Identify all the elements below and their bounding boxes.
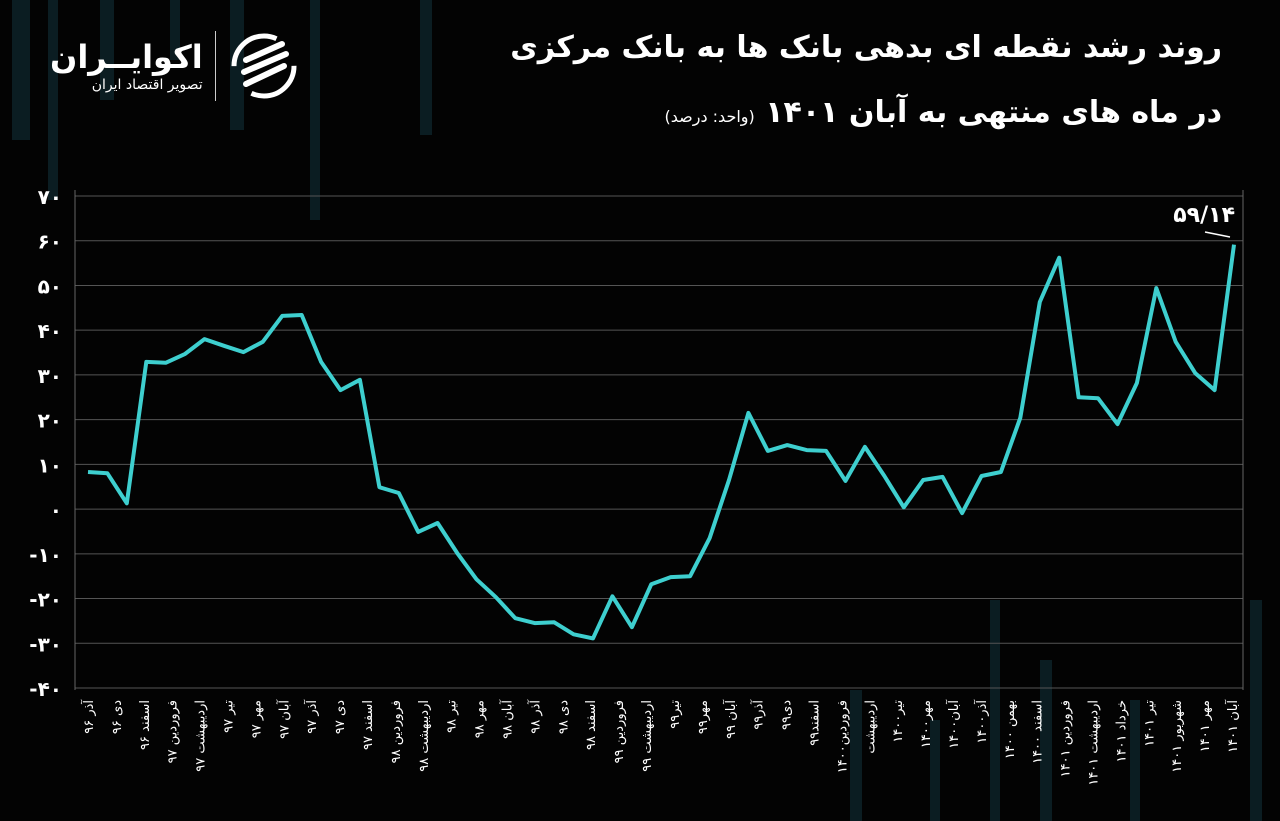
y-tick-label: -۴۰	[29, 677, 62, 701]
y-tick-label: -۱۰	[29, 543, 62, 567]
x-tick-label: تیر۱۴۰۰	[891, 700, 906, 743]
logo-name: اکوایــران	[50, 38, 203, 76]
x-tick-label: آبان ۹۸	[499, 699, 516, 739]
x-tick-label: اردیبهشت ۹۷	[194, 700, 209, 772]
x-tick-label: دی۹۹	[780, 700, 795, 730]
y-tick-label: ۳۰	[38, 364, 62, 388]
x-tick-label: مهر ۹۷	[249, 700, 264, 738]
logo: اکوایــران تصویر اقتصاد ایران	[50, 30, 300, 102]
decor-bar	[310, 0, 320, 220]
decor-bar	[420, 0, 432, 135]
y-tick-label: ۴۰	[38, 319, 62, 343]
decor-bar	[170, 0, 180, 60]
y-tick-label: ۷۰	[38, 185, 62, 209]
x-tick-label: شهریور ۱۴۰۱	[1170, 700, 1185, 773]
x-tick-label: تیر ۹۸	[445, 700, 460, 733]
x-tick-label: آذر ۹۷	[303, 699, 320, 734]
chart-subtitle: در ماه های منتهی به آبان ۱۴۰۱ (واحد: درص…	[664, 95, 1222, 130]
grid-lines	[75, 195, 1243, 689]
logo-tagline: تصویر اقتصاد ایران	[91, 77, 203, 93]
x-tick-label: اسفند ۱۴۰۰	[1031, 700, 1046, 764]
logo-divider	[214, 31, 216, 101]
annotation-leader	[1204, 231, 1231, 238]
unit-label: (واحد: درصد)	[664, 107, 755, 126]
x-tick-label: تیر۹۹	[668, 700, 683, 729]
x-tick-label: آبان ۱۴۰۱	[1224, 699, 1241, 753]
x-tick-label: دی ۹۷	[333, 700, 348, 734]
x-tick-label: خرداد ۱۴۰۱	[1114, 700, 1129, 762]
x-tick-label: دی ۹۶	[110, 700, 125, 734]
x-tick-label: فروردین ۹۷	[166, 700, 181, 763]
y-tick-label: ۱۰	[38, 453, 62, 477]
decor-bar	[1130, 700, 1140, 821]
decor-bar	[48, 0, 58, 200]
x-tick-label: تیر ۹۷	[222, 700, 237, 733]
decor-bar	[850, 690, 862, 821]
y-tick-label: -۳۰	[29, 632, 62, 656]
x-tick-label: آذر۹۹	[750, 699, 767, 730]
chart-title: روند رشد نقطه ای بدهی بانک ها به بانک مر…	[510, 30, 1222, 65]
y-tick-label: ۵۰	[38, 274, 62, 298]
decor-bar	[230, 0, 244, 130]
decor-bar	[1040, 660, 1052, 821]
x-tick-label: تیر ۱۴۰۱	[1142, 700, 1157, 747]
decor-bar	[990, 600, 1000, 821]
x-tick-label: مهر ۱۴۰۱	[1198, 700, 1213, 752]
x-tick-label: مهر۹۹	[696, 700, 711, 734]
x-tick-label: اردیبهشت	[863, 700, 878, 754]
y-tick-label: ۲۰	[38, 409, 62, 433]
x-tick-label: آبان۱۴۰۰	[945, 699, 962, 749]
x-tick-label: آذر۱۴۰۰	[973, 699, 990, 744]
x-tick-label: فروردین۱۴۰۰	[835, 700, 850, 773]
x-tick-label: اسفند ۹۷	[361, 700, 376, 750]
background-decoration	[12, 0, 1262, 821]
data-points	[87, 244, 1235, 639]
x-tick-label: اردیبهشت ۱۴۰۱	[1086, 700, 1101, 786]
decor-bar	[1250, 600, 1262, 821]
x-tick-label: آبان ۹۷	[275, 699, 292, 739]
y-axis-ticks: ۷۰ ۶۰ ۵۰ ۴۰ ۳۰ ۲۰ ۱۰ ۰ -۱۰ -۲۰ -۳۰ -۴۰	[29, 185, 62, 701]
decor-bar	[100, 0, 114, 100]
x-tick-label: اسفند۹۹	[807, 700, 822, 746]
y-tick-label: -۲۰	[29, 588, 62, 612]
y-tick-label: ۰	[50, 498, 62, 522]
series-line	[87, 244, 1236, 641]
x-tick-label: دی ۹۸	[556, 700, 571, 734]
subtitle-text: در ماه های منتهی به آبان ۱۴۰۱	[765, 95, 1222, 130]
decor-bar	[12, 0, 30, 140]
x-axis-ticks: آذر ۹۶ دی ۹۶ اسفند ۹۶ فروردین ۹۷ اردیبهشت ۹۷…	[80, 699, 1241, 786]
x-tick-label: اسفند ۹۶	[138, 700, 153, 750]
y-tick-label: ۶۰	[38, 230, 62, 254]
x-tick-label: فروردین ۹۹	[612, 700, 627, 763]
x-tick-label: بهمن ۱۴۰۰	[1003, 700, 1018, 759]
logo-mark-icon	[231, 33, 297, 99]
x-tick-label: فروردین ۹۸	[389, 700, 404, 763]
x-tick-label: آذر ۹۸	[526, 699, 543, 734]
x-tick-label: مهر۱۴۰۰	[919, 700, 934, 748]
x-tick-label: اردیبهشت ۹۸	[417, 700, 432, 772]
x-tick-label: آبان ۹۹	[722, 699, 739, 739]
x-tick-label: آذر ۹۶	[80, 699, 97, 734]
x-tick-label: مهر ۹۸	[473, 700, 488, 738]
x-tick-label: فروردین ۱۴۰۱	[1059, 700, 1074, 777]
x-tick-label: اردیبهشت ۹۹	[640, 700, 655, 772]
decor-bar	[930, 720, 940, 821]
x-tick-label: اسفند ۹۸	[584, 700, 599, 750]
annotation-label: ۵۹/۱۴	[1173, 203, 1235, 228]
